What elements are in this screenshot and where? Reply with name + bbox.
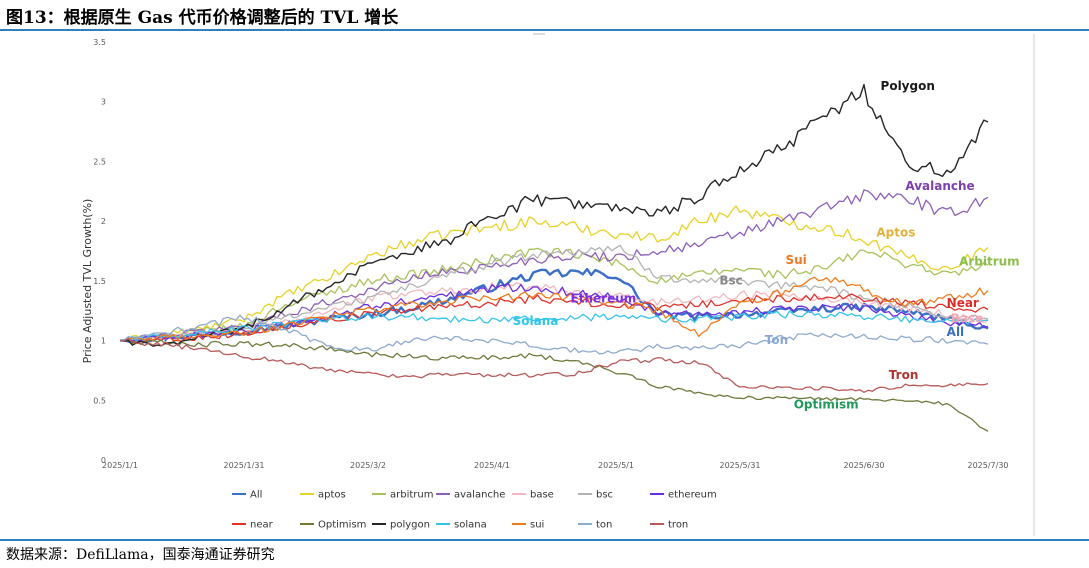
end-label-near: Near	[947, 296, 979, 310]
end-label-solana: Solana	[513, 314, 559, 328]
series-line-aptos	[119, 205, 989, 342]
end-label-base: Base	[951, 312, 984, 326]
series-line-ton	[119, 314, 989, 355]
series-line-tron	[119, 338, 989, 393]
legend-label: bsc	[596, 490, 613, 501]
series-end-labels: Polygon Avalanche Aptos Arbitrum Sui Bsc Ether…	[513, 79, 1020, 412]
series-line-sui	[119, 276, 989, 342]
legend-label: aptos	[318, 490, 346, 501]
legend-item-base: base	[512, 490, 554, 501]
legend-item-tron: tron	[650, 520, 688, 531]
legend-item-ton: ton	[578, 520, 612, 531]
legend-label: arbitrum	[390, 490, 433, 501]
series-lines	[119, 83, 989, 432]
y-tick-label: 0	[101, 456, 106, 465]
legend-item-ethereum: ethereum	[650, 490, 717, 501]
y-tick-label: 2	[101, 217, 106, 226]
y-tick-label: 2.5	[93, 157, 106, 166]
legend-label: ethereum	[668, 490, 717, 501]
title-rule	[0, 29, 1089, 31]
x-tick-label: 2025/6/30	[843, 461, 884, 470]
legend-label: polygon	[390, 520, 430, 531]
legend-label: sui	[530, 520, 544, 531]
figure-title: 图13：根据原生 Gas 代币价格调整后的 TVL 增长	[6, 8, 399, 28]
legend-item-solana: solana	[436, 520, 487, 531]
legend-item-arbitrum: arbitrum	[372, 490, 433, 501]
end-label-aptos: Aptos	[876, 226, 915, 240]
legend-item-all: All	[232, 490, 262, 501]
legend-item-bsc: bsc	[578, 490, 613, 501]
x-tick-label: 2025/3/2	[350, 461, 386, 470]
legend-item-avalanche: avalanche	[436, 490, 505, 501]
end-label-bsc: Bsc	[719, 273, 742, 287]
y-tick-label: 1.5	[93, 277, 106, 286]
series-line-optimism	[119, 339, 989, 432]
legend-label: avalanche	[454, 490, 505, 501]
legend-item-optimism: Optimism	[300, 520, 366, 531]
x-tick-label: 2025/7/30	[967, 461, 1008, 470]
x-tick-label: 2025/4/1	[474, 461, 510, 470]
legend-item-sui: sui	[512, 520, 544, 531]
x-tick-label: 2025/1/1	[102, 461, 138, 470]
end-label-optimism: Optimism	[794, 398, 859, 412]
legend-label: All	[250, 490, 262, 501]
legend-item-aptos: aptos	[300, 490, 346, 501]
end-label-tron: Tron	[889, 368, 919, 382]
end-label-all: All	[947, 325, 965, 339]
tvl-growth-chart: Price Adjusted TVL Growth(%) 0 0.5 1 1.5 2 2.…	[81, 33, 1035, 536]
plot-frame	[533, 33, 1035, 536]
legend: All aptos arbitrum avalanche base bsc ethereum…	[232, 490, 717, 531]
y-axis-label: Price Adjusted TVL Growth(%)	[81, 199, 94, 364]
end-label-sui: Sui	[785, 253, 806, 267]
series-line-arbitrum	[119, 247, 989, 342]
y-tick-label: 3	[101, 98, 106, 107]
figure-source: 数据来源：DefiLlama，国泰海通证券研究	[6, 547, 275, 563]
legend-item-polygon: polygon	[372, 520, 430, 531]
legend-label: base	[530, 490, 554, 501]
legend-label: solana	[454, 520, 487, 531]
source-rule	[0, 539, 1089, 541]
end-label-ton: Ton	[765, 333, 788, 347]
legend-item-near: near	[232, 520, 274, 531]
legend-label: Optimism	[318, 520, 366, 531]
series-line-solana	[119, 310, 989, 342]
end-label-polygon: Polygon	[881, 79, 935, 93]
x-tick-label: 2025/5/1	[598, 461, 634, 470]
legend-label: tron	[668, 520, 688, 531]
end-label-ethereum: Ethereum	[571, 291, 637, 305]
x-tick-label: 2025/1/31	[223, 461, 264, 470]
y-axis-ticks: 0 0.5 1 1.5 2 2.5 3 3.5	[93, 38, 106, 465]
series-line-polygon	[119, 83, 989, 347]
x-tick-label: 2025/5/31	[719, 461, 760, 470]
x-axis-ticks: 2025/1/1 2025/1/31 2025/3/2 2025/4/1 2025/5/…	[102, 461, 1008, 470]
end-label-avalanche: Avalanche	[905, 179, 974, 193]
y-tick-label: 3.5	[93, 38, 106, 47]
legend-label: near	[250, 520, 274, 531]
end-label-arbitrum: Arbitrum	[959, 254, 1020, 268]
y-tick-label: 1	[101, 337, 106, 346]
y-tick-label: 0.5	[93, 396, 106, 405]
legend-label: ton	[596, 520, 612, 531]
